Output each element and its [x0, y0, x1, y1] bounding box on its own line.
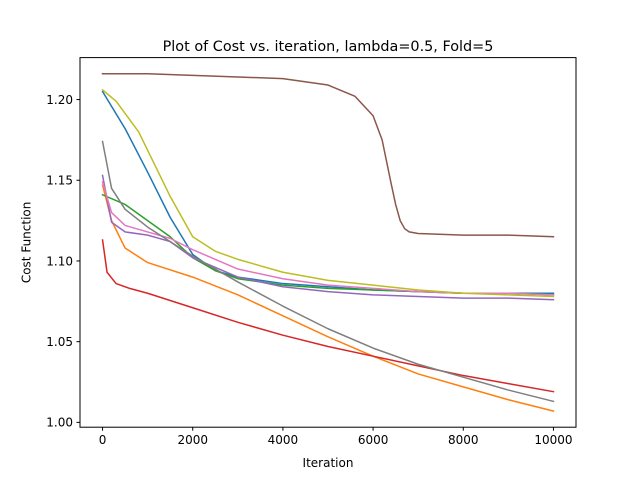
chart-title: Plot of Cost vs. iteration, lambda=0.5, … [163, 39, 494, 55]
series-line-1 [101, 90, 555, 294]
series-line-5 [101, 174, 555, 301]
plot-area [101, 72, 555, 412]
series-line-8 [101, 140, 555, 403]
y-tick-label: 1.15 [46, 174, 73, 188]
series-line-2 [101, 184, 555, 412]
x-axis-label: Iteration [303, 456, 354, 470]
y-tick-label: 1.20 [46, 93, 73, 107]
x-tick-label: 8000 [448, 433, 479, 447]
y-tick-label: 1.05 [46, 335, 73, 349]
y-tick-label: 1.10 [46, 254, 73, 268]
y-axis-label: Cost Function [20, 202, 34, 284]
y-axis: 1.00 1.05 1.10 1.15 1.20 [46, 93, 80, 430]
x-tick-label: 0 [99, 433, 107, 447]
series-line-6 [101, 72, 555, 238]
x-tick-label: 10000 [534, 433, 572, 447]
y-tick-label: 1.00 [46, 416, 73, 430]
axes-frame [79, 57, 577, 428]
x-tick-label: 2000 [177, 433, 208, 447]
series-line-9 [101, 88, 555, 298]
x-tick-label: 6000 [358, 433, 389, 447]
series-line-7 [101, 180, 555, 296]
series-line-4 [101, 239, 555, 393]
x-tick-label: 4000 [268, 433, 299, 447]
x-axis: 0 2000 4000 6000 8000 10000 [99, 427, 573, 447]
